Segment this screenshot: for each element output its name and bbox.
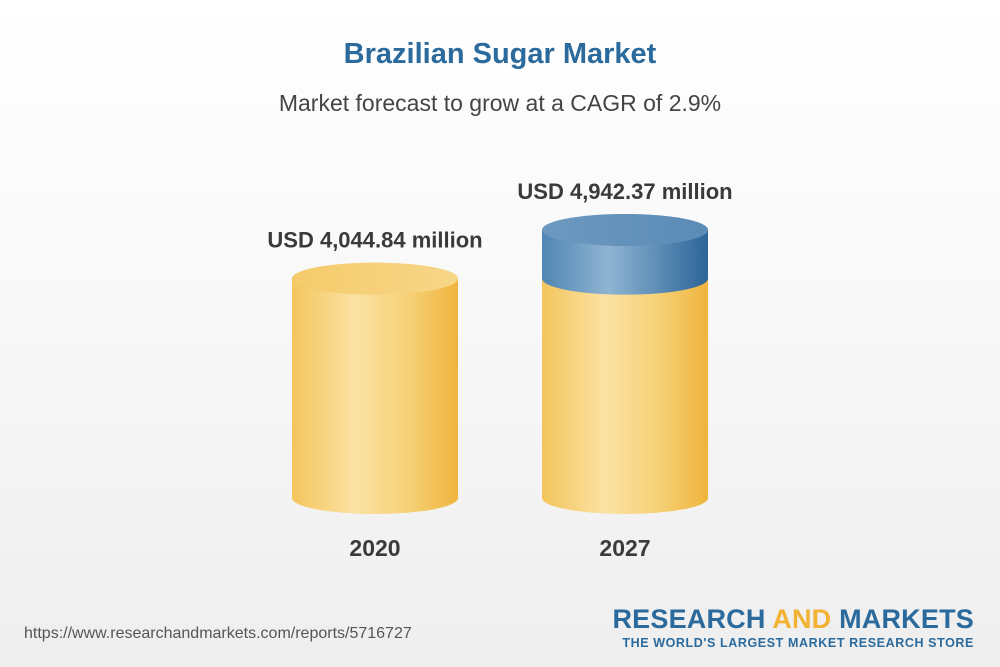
brand-name-accent: AND bbox=[772, 604, 832, 634]
bar-top-cap bbox=[292, 262, 458, 295]
chart-title: Brazilian Sugar Market bbox=[343, 38, 657, 70]
bar-base-segment bbox=[292, 262, 458, 514]
chart-subtitle: Market forecast to grow at a CAGR of 2.9… bbox=[278, 90, 722, 116]
data-label: USD 4,044.84 million bbox=[267, 228, 482, 253]
data-label: USD 4,942.37 million bbox=[517, 179, 732, 204]
bar-top-cap bbox=[542, 214, 708, 246]
brand-name-part3: MARKETS bbox=[831, 604, 974, 634]
brand-name-part1: RESEARCH bbox=[612, 604, 773, 634]
category-label: 2020 bbox=[349, 535, 400, 561]
brand-logo: RESEARCH AND MARKETS THE WORLD'S LARGEST… bbox=[612, 604, 974, 650]
category-label: 2027 bbox=[599, 535, 650, 561]
bar-base-segment bbox=[542, 262, 708, 514]
bar-2027: USD 4,942.37 million 2027 bbox=[517, 179, 732, 561]
brand-tagline: THE WORLD'S LARGEST MARKET RESEARCH STOR… bbox=[622, 636, 974, 650]
source-url[interactable]: https://www.researchandmarkets.com/repor… bbox=[24, 625, 412, 642]
bar-2020: USD 4,044.84 million 2020 bbox=[267, 228, 482, 561]
brand-name: RESEARCH AND MARKETS bbox=[612, 604, 974, 635]
